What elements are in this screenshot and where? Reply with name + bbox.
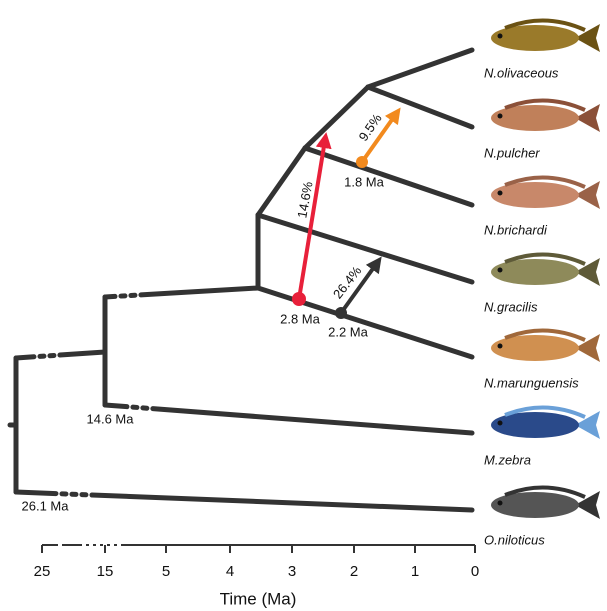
species-panel: N.olivaceous N.pulcher N.brichardi N.gracil… bbox=[484, 20, 600, 547]
species-label: N.gracilis bbox=[484, 299, 538, 314]
fish-image bbox=[491, 177, 600, 209]
fish-body bbox=[491, 182, 579, 208]
fish-eye bbox=[498, 344, 503, 349]
fish-body bbox=[491, 412, 579, 438]
fish-image bbox=[491, 487, 600, 519]
fish-eye bbox=[498, 501, 503, 506]
fish-body bbox=[491, 492, 579, 518]
time-axis: 25 15 5 4 3 2 1 0 Time (Ma) bbox=[34, 545, 480, 608]
species-label: N.brichardi bbox=[484, 222, 548, 237]
fish-body bbox=[491, 259, 579, 285]
fish-eye bbox=[498, 34, 503, 39]
branch bbox=[16, 352, 105, 358]
ticks: 25 15 5 4 3 2 1 0 bbox=[34, 545, 480, 580]
branch bbox=[258, 215, 472, 282]
species-label: N.pulcher bbox=[484, 145, 540, 160]
branch bbox=[305, 148, 472, 205]
tick-label: 15 bbox=[97, 563, 114, 580]
node-age: 2.2 Ma bbox=[328, 324, 369, 339]
node-age: 26.1 Ma bbox=[22, 498, 70, 513]
arrow bbox=[299, 140, 325, 299]
arrow-origin bbox=[356, 156, 368, 168]
tick-label: 1 bbox=[411, 563, 419, 580]
tick-label: 4 bbox=[226, 563, 234, 580]
node-age: 14.6 Ma bbox=[87, 411, 135, 426]
percentage: 26.4% bbox=[330, 263, 365, 302]
branch bbox=[368, 50, 472, 87]
tick-label: 2 bbox=[350, 563, 358, 580]
branch bbox=[105, 405, 472, 433]
fish-image bbox=[491, 330, 600, 362]
fish-image bbox=[491, 20, 600, 52]
fish-eye bbox=[498, 114, 503, 119]
tick-label: 0 bbox=[471, 563, 479, 580]
node-age: 1.8 Ma bbox=[344, 174, 385, 189]
species-label: N.marunguensis bbox=[484, 375, 579, 390]
fish-image bbox=[491, 407, 600, 439]
fish-eye bbox=[498, 421, 503, 426]
node-age: 2.8 Ma bbox=[280, 311, 321, 326]
species-label: M.zebra bbox=[484, 452, 531, 467]
fish-body bbox=[491, 25, 579, 51]
phylogeny-figure: 14.6% 9.5% 26.4% 2.8 Ma 1.8 Ma 2.2 Ma 14… bbox=[0, 0, 607, 611]
fish-eye bbox=[498, 268, 503, 273]
tick-label: 3 bbox=[288, 563, 296, 580]
species-label: N.olivaceous bbox=[484, 65, 559, 80]
tick-label: 25 bbox=[34, 563, 51, 580]
branch bbox=[305, 87, 368, 148]
axis-label: Time (Ma) bbox=[220, 589, 297, 608]
fish-body bbox=[491, 335, 579, 361]
arrow-origin bbox=[292, 292, 306, 306]
fish-body bbox=[491, 105, 579, 131]
branch bbox=[16, 492, 472, 510]
fish-image bbox=[491, 100, 600, 132]
tick-label: 5 bbox=[162, 563, 170, 580]
tree bbox=[10, 50, 472, 510]
branch bbox=[105, 288, 258, 297]
species-label: O.niloticus bbox=[484, 532, 545, 547]
fish-image bbox=[491, 254, 600, 286]
arrow-origin bbox=[335, 307, 347, 319]
fish-eye bbox=[498, 191, 503, 196]
